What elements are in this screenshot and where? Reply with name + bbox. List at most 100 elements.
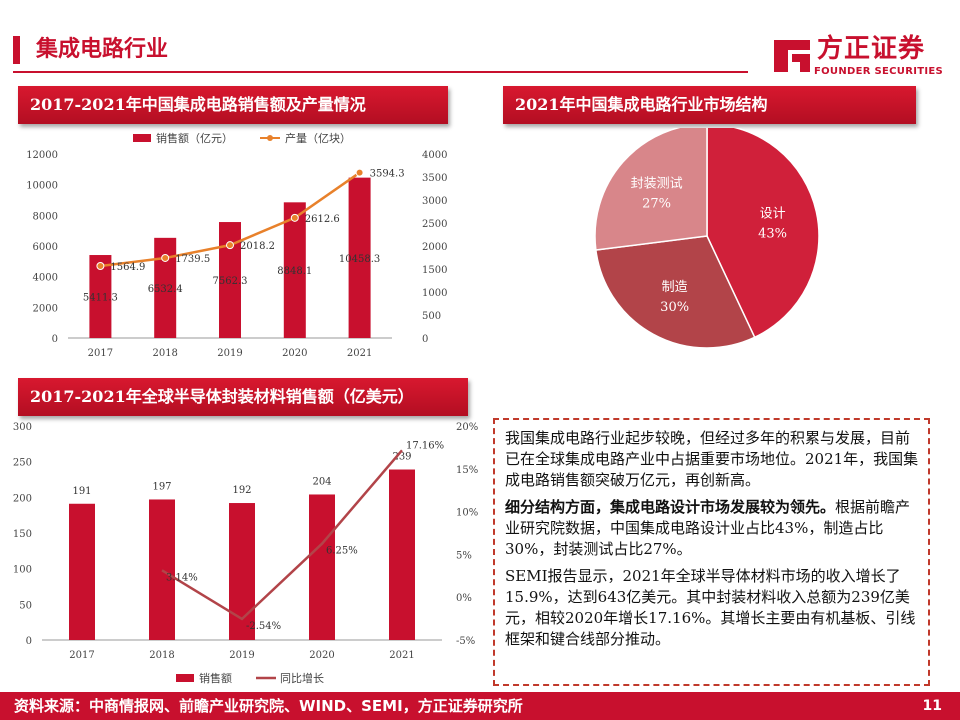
pie-slice-label: 封装测试 [631, 177, 683, 192]
y-right-tick-label: 5% [456, 550, 472, 561]
pie-slice-percent: 27% [642, 197, 671, 212]
sales-bar [154, 237, 177, 338]
sales-bar-label: 8848.1 [277, 266, 312, 277]
legend-swatch-sales [133, 134, 151, 142]
growth-rate-label: 3.14% [166, 572, 198, 583]
pie-slice-label: 设计 [760, 206, 786, 221]
packaging-chart-header: 2017-2021年全球半导体封装材料销售额（亿美元） [18, 378, 468, 416]
y-left-tick-label: 10000 [26, 181, 58, 192]
packaging-sales-bar [69, 503, 95, 640]
output-point [96, 262, 105, 271]
y-right-tick-label: -5% [456, 636, 475, 647]
y-left-tick-label: 4000 [33, 273, 58, 284]
page-number: 11 [922, 698, 942, 714]
commentary-highlight: 细分结构方面，集成电路设计市场发展较为领先。 [505, 498, 836, 516]
y-left-tick-label: 250 [13, 458, 32, 469]
y-left-tick-label: 6000 [33, 242, 58, 253]
sales-chart-header: 2017-2021年中国集成电路销售额及产量情况 [18, 86, 448, 124]
commentary-textbox: 我国集成电路行业起步较晚，但经过多年的积累与发展，目前已在全球集成电路产业中占据… [493, 418, 930, 686]
output-point-label: 1739.5 [175, 254, 210, 265]
output-point [161, 253, 170, 262]
y-right-tick-label: 2000 [422, 242, 447, 253]
legend-label-sales: 销售额 [199, 671, 232, 685]
output-point [355, 168, 364, 177]
legend-label-growth: 同比增长 [280, 671, 324, 685]
growth-rate-label: -2.54% [246, 621, 281, 632]
logo-name: 方正证券 [817, 34, 926, 64]
sales-production-chart: 销售额（亿元） 产量（亿块）020004000600080001000012000… [26, 131, 447, 359]
pie-slice [595, 235, 756, 349]
packaging-sales-bar [309, 494, 335, 640]
y-right-tick-label: 2500 [422, 219, 447, 230]
y-left-tick-label: 100 [13, 565, 32, 576]
output-point-label: 2612.6 [305, 214, 340, 225]
commentary-paragraph-2: 细分结构方面，集成电路设计市场发展较为领先。根据前瞻产业研究院数据，中国集成电路… [505, 497, 922, 560]
growth-rate-label: 17.16% [406, 440, 444, 451]
y-right-tick-label: 0 [422, 334, 428, 345]
y-left-tick-label: 12000 [26, 150, 58, 161]
y-left-tick-label: 50 [19, 600, 32, 611]
y-left-tick-label: 300 [13, 422, 32, 433]
packaging-sales-bar-label: 197 [152, 481, 171, 492]
x-tick-label: 2017 [69, 650, 94, 661]
y-left-tick-label: 0 [26, 636, 32, 647]
y-right-tick-label: 1500 [422, 265, 447, 276]
packaging-sales-bar [149, 499, 175, 640]
x-tick-label: 2021 [347, 348, 372, 359]
y-right-tick-label: 4000 [422, 150, 447, 161]
x-tick-label: 2018 [149, 650, 174, 661]
y-right-tick-label: 1000 [422, 288, 447, 299]
legend-marker-output [267, 135, 273, 141]
x-tick-label: 2017 [88, 348, 113, 359]
y-left-tick-label: 150 [13, 529, 32, 540]
structure-chart-header: 2021年中国集成电路行业市场结构 [503, 86, 916, 124]
packaging-sales-bar-label: 204 [312, 476, 331, 487]
growth-rate-line [161, 449, 403, 621]
y-right-tick-label: 500 [422, 311, 441, 322]
pie-slice-label: 制造 [662, 280, 688, 295]
y-right-tick-label: 0% [456, 593, 472, 604]
packaging-sales-bar-label: 191 [72, 486, 91, 497]
pie-slice-percent: 43% [758, 226, 787, 241]
y-right-tick-label: 3000 [422, 196, 447, 207]
logo-subtitle: FOUNDER SECURITIES [814, 66, 944, 77]
pie-slice-percent: 30% [660, 300, 689, 315]
x-tick-label: 2019 [217, 348, 242, 359]
packaging-sales-bar [229, 503, 255, 640]
legend-label-output: 产量（亿块） [285, 131, 351, 145]
x-tick-label: 2020 [309, 650, 334, 661]
packaging-sales-bar-label: 192 [232, 485, 251, 496]
footer-bar: 资料来源：中商情报网、前瞻产业研究院、WIND、SEMI，方正证券研究所 11 [0, 692, 960, 720]
pie-slice [594, 128, 708, 251]
y-left-tick-label: 2000 [33, 303, 58, 314]
packaging-sales-bar-label: 239 [392, 452, 411, 463]
legend-label-sales: 销售额（亿元） [156, 131, 233, 145]
y-right-tick-label: 3500 [422, 173, 447, 184]
sales-bar-label: 5411.3 [83, 293, 118, 304]
output-point-label: 3594.3 [370, 169, 405, 180]
x-tick-label: 2021 [389, 650, 414, 661]
x-tick-label: 2020 [282, 348, 307, 359]
y-right-tick-label: 20% [456, 422, 478, 433]
y-right-tick-label: 15% [456, 465, 478, 476]
y-left-tick-label: 200 [13, 493, 32, 504]
market-structure-pie-chart: 设计 43% 制造 30% 封装测试 27% [594, 128, 820, 349]
sales-bar [283, 202, 306, 338]
pie-slice [706, 128, 820, 339]
title-accent-bar [13, 36, 20, 64]
founder-logo-icon [774, 40, 810, 72]
header-divider [13, 71, 748, 73]
x-tick-label: 2019 [229, 650, 254, 661]
packaging-materials-chart: 0 50 100 150 200 250 300 -5% 0% 5% 10% 15% 20% 191 201… [13, 422, 478, 685]
x-tick-label: 2018 [152, 348, 177, 359]
commentary-paragraph-3: SEMI报告显示，2021年全球半导体材料市场的收入增长了15.9%，达到643… [505, 567, 916, 648]
sales-bar [219, 222, 241, 338]
sales-bar-label: 10458.3 [339, 254, 380, 265]
output-point [290, 213, 299, 222]
y-left-tick-label: 8000 [33, 211, 58, 222]
y-right-tick-label: 10% [456, 508, 478, 519]
legend-swatch-sales [176, 674, 194, 682]
commentary-paragraph-1: 我国集成电路行业起步较晚，但经过多年的积累与发展，目前已在全球集成电路产业中占据… [505, 429, 919, 489]
footer-source: 资料来源：中商情报网、前瞻产业研究院、WIND、SEMI，方正证券研究所 [14, 697, 523, 715]
y-left-tick-label: 0 [52, 334, 58, 345]
